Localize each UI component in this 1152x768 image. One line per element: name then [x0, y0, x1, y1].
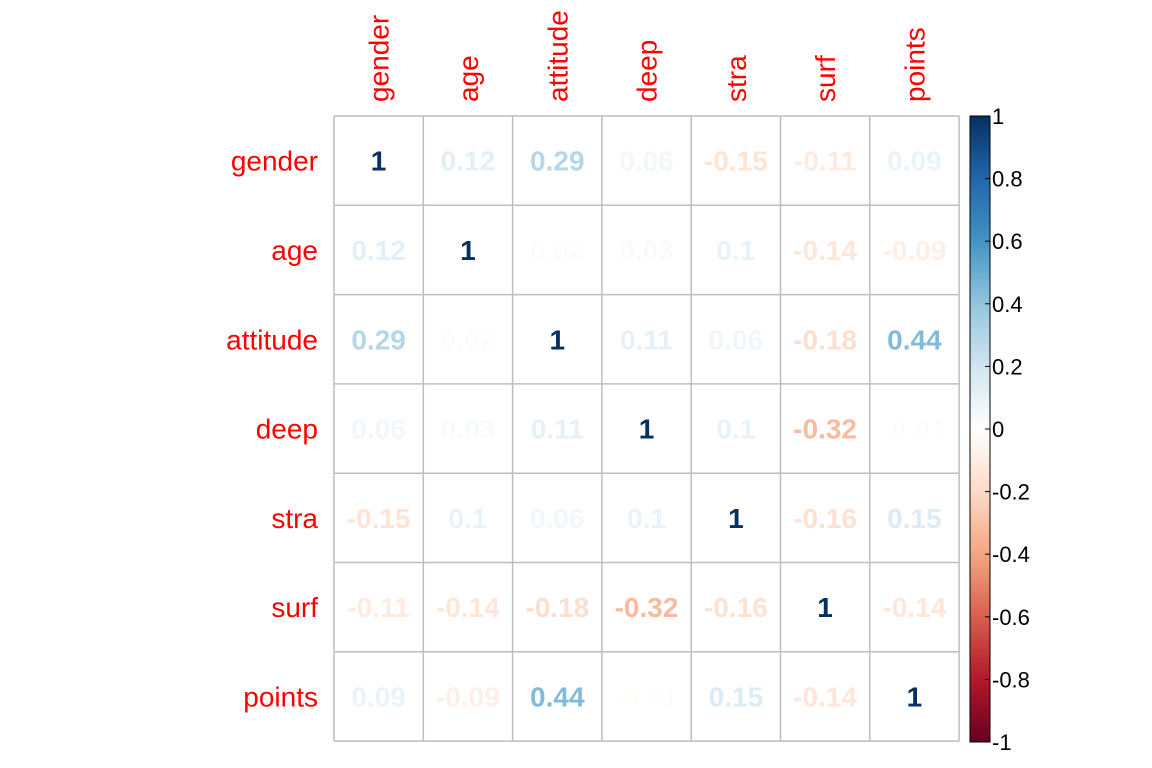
colorbar-tick-label: 0.8 — [992, 167, 1023, 192]
cell-value-surf-points: -0.14 — [882, 592, 946, 623]
cell-value-attitude-stra: 0.06 — [709, 324, 764, 355]
cell-value-stra-stra: 1 — [728, 503, 744, 534]
cell-value-stra-attitude: 0.06 — [530, 503, 585, 534]
cell-value-gender-gender: 1 — [371, 146, 387, 177]
cell-value-deep-stra: 0.1 — [716, 414, 755, 445]
cell-value-gender-surf: -0.11 — [794, 146, 856, 177]
column-label-deep: deep — [632, 40, 663, 102]
column-label-attitude: attitude — [542, 10, 573, 102]
cell-value-surf-stra: -0.16 — [704, 592, 768, 623]
colorbar-tick-label: -1 — [992, 730, 1012, 755]
cell-value-stra-age: 0.1 — [448, 503, 487, 534]
cell-value-attitude-surf: -0.18 — [793, 324, 857, 355]
cell-value-deep-surf: -0.32 — [793, 414, 857, 445]
row-label-surf: surf — [271, 592, 318, 623]
cell-value-gender-attitude: 0.29 — [530, 146, 585, 177]
cell-value-points-stra: 0.15 — [709, 681, 764, 712]
column-label-stra: stra — [721, 55, 752, 102]
cell-value-points-gender: 0.09 — [351, 681, 406, 712]
cell-value-surf-age: -0.14 — [436, 592, 500, 623]
cell-value-points-deep: -0.01 — [615, 681, 679, 712]
matrix-cells: 1 0.12 0.29 0.06 -0.15 -0.11 0.09 0.12 1 0.02 0.03… — [347, 146, 947, 713]
colorbar-tick-label: -0.4 — [992, 542, 1030, 567]
cell-value-surf-deep: -0.32 — [615, 592, 679, 623]
cell-value-stra-deep: 0.1 — [627, 503, 666, 534]
cell-value-age-attitude: 0.02 — [530, 235, 585, 266]
cell-value-points-surf: -0.14 — [793, 681, 857, 712]
cell-value-stra-surf: -0.16 — [793, 503, 857, 534]
colorbar-tick-label: 0 — [992, 417, 1004, 442]
colorbar-tick-label: -0.2 — [992, 480, 1030, 505]
colorbar: 1 0.8 0.6 0.4 0.2 0 -0.2 -0.4 -0.6 -0.8 -1 — [969, 104, 1030, 755]
colorbar-tick-label: 0.2 — [992, 354, 1023, 379]
cell-value-deep-attitude: 0.11 — [531, 414, 584, 445]
cell-value-gender-deep: 0.06 — [619, 146, 674, 177]
column-label-surf: surf — [810, 55, 841, 102]
row-label-stra: stra — [271, 503, 318, 534]
cell-value-age-gender: 0.12 — [351, 235, 406, 266]
colorbar-tick-label: -0.6 — [992, 605, 1030, 630]
cell-value-age-deep: 0.03 — [619, 235, 674, 266]
cell-value-age-surf: -0.14 — [793, 235, 857, 266]
cell-value-gender-stra: -0.15 — [704, 146, 768, 177]
matrix-grid — [333, 115, 960, 742]
cell-value-age-points: -0.09 — [882, 235, 946, 266]
colorbar-ticks: 1 0.8 0.6 0.4 0.2 0 -0.2 -0.4 -0.6 -0.8 -1 — [985, 104, 1030, 755]
cell-value-attitude-attitude: 1 — [550, 324, 566, 355]
row-label-attitude: attitude — [226, 324, 318, 355]
cell-value-attitude-age: 0.02 — [441, 324, 496, 355]
cell-value-surf-gender: -0.11 — [347, 592, 409, 623]
colorbar-tick-label: 1 — [992, 104, 1004, 129]
cell-value-attitude-points: 0.44 — [887, 324, 942, 355]
row-label-gender: gender — [231, 146, 318, 177]
cell-value-points-age: -0.09 — [436, 681, 500, 712]
colorbar-tick-label: 0.6 — [992, 229, 1023, 254]
column-labels: gender age attitude deep stra surf points — [364, 10, 931, 102]
column-label-points: points — [899, 27, 930, 102]
row-labels: gender age attitude deep stra surf points — [226, 146, 318, 713]
cell-value-surf-attitude: -0.18 — [525, 592, 589, 623]
cell-value-gender-points: 0.09 — [887, 146, 942, 177]
column-label-age: age — [453, 55, 484, 102]
cell-value-age-stra: 0.1 — [716, 235, 755, 266]
cell-value-deep-age: 0.03 — [441, 414, 496, 445]
cell-value-attitude-gender: 0.29 — [351, 324, 406, 355]
cell-value-stra-gender: -0.15 — [347, 503, 411, 534]
row-label-age: age — [271, 235, 318, 266]
cell-value-attitude-deep: 0.11 — [620, 324, 673, 355]
cell-value-deep-deep: 1 — [639, 414, 655, 445]
cell-value-surf-surf: 1 — [817, 592, 833, 623]
cell-value-deep-gender: 0.06 — [351, 414, 406, 445]
row-label-deep: deep — [256, 414, 318, 445]
cell-value-points-points: 1 — [907, 681, 923, 712]
cell-value-deep-points: -0.01 — [882, 414, 946, 445]
cell-value-points-attitude: 0.44 — [530, 681, 585, 712]
colorbar-tick-label: -0.8 — [992, 667, 1030, 692]
column-label-gender: gender — [364, 15, 395, 102]
cell-value-age-age: 1 — [460, 235, 476, 266]
colorbar-tick-label: 0.4 — [992, 292, 1023, 317]
cell-value-gender-age: 0.12 — [441, 146, 496, 177]
row-label-points: points — [243, 681, 318, 712]
cell-value-stra-points: 0.15 — [887, 503, 942, 534]
